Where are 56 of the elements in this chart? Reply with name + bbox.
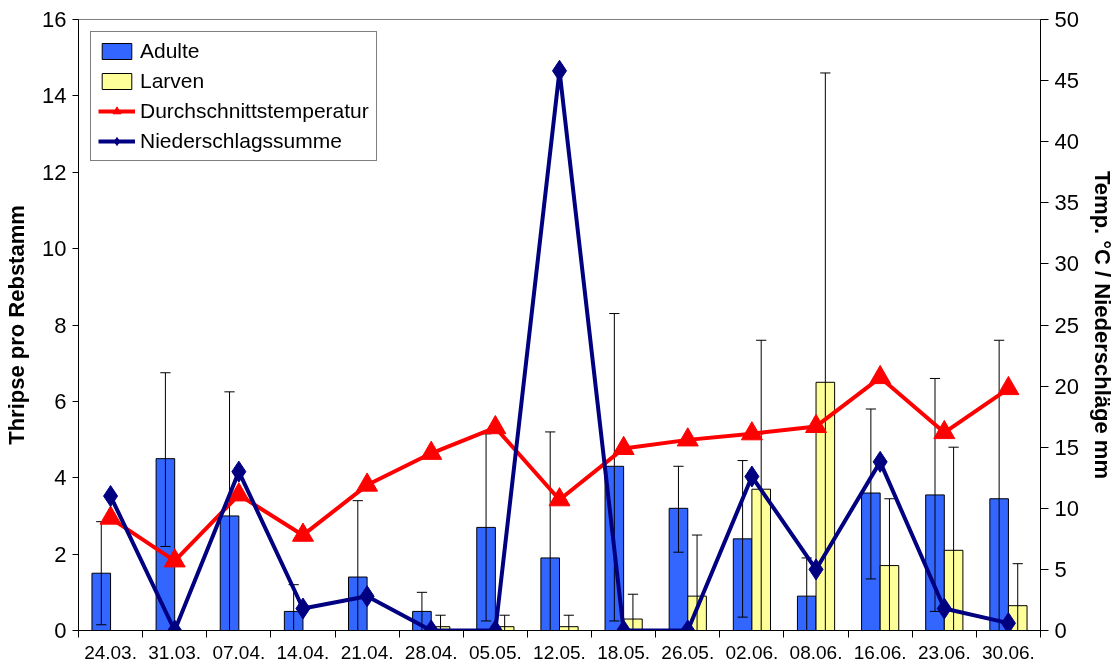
point — [933, 419, 956, 440]
y-tick-label: 14 — [42, 83, 67, 109]
y2-tick-label: 35 — [1054, 190, 1079, 216]
point — [869, 364, 892, 385]
y2-tick-label: 40 — [1054, 129, 1079, 155]
x-tick-label: 31.03. — [148, 641, 202, 663]
x-tick-label: 12.05. — [533, 641, 586, 663]
point — [676, 427, 699, 447]
point — [805, 413, 828, 433]
x-tick-label: 16.06. — [853, 641, 907, 663]
y-tick-label: 4 — [54, 465, 67, 491]
point — [291, 522, 314, 542]
x-tick-label: 30.06. — [982, 641, 1035, 663]
x-tick-label: 21.04. — [340, 641, 394, 663]
y2-tick-label: 45 — [1054, 68, 1079, 94]
y2-tick-label: 15 — [1054, 434, 1079, 460]
x-tick-label: 08.06. — [789, 641, 843, 663]
point — [548, 487, 571, 507]
y-tick-label: 0 — [54, 618, 67, 643]
x-tick-label: 23.06. — [917, 641, 971, 663]
y-tick-label: 10 — [42, 236, 67, 262]
y2-tick-label: 25 — [1054, 312, 1079, 338]
point — [356, 472, 379, 492]
point — [163, 548, 186, 568]
x-tick-label: 28.04. — [404, 641, 458, 663]
y2-tick-label: 0 — [1054, 618, 1067, 643]
y-tick-label: 2 — [54, 541, 67, 567]
y2-tick-label: 50 — [1054, 7, 1079, 32]
point — [997, 375, 1020, 396]
point — [484, 415, 507, 435]
point — [420, 440, 443, 460]
x-tick-label: 02.06. — [725, 641, 779, 663]
legend-label: Larven — [140, 69, 205, 93]
y-axis-title: Thripse pro Rebstamm — [4, 205, 30, 445]
y-tick-label: 16 — [42, 7, 67, 32]
point — [227, 482, 250, 502]
y-tick-label: 6 — [54, 388, 67, 414]
x-tick-label: 26.05. — [661, 641, 715, 663]
legend-label: Adulte — [140, 39, 200, 63]
point — [740, 421, 763, 441]
point — [612, 435, 635, 455]
x-tick-label: 05.05. — [468, 641, 522, 663]
y2-tick-label: 10 — [1054, 495, 1079, 521]
y2-tick-label: 30 — [1054, 251, 1079, 277]
point — [99, 505, 122, 525]
y2-tick-label: 20 — [1054, 373, 1079, 399]
x-tick-label: 18.05. — [597, 641, 651, 663]
x-tick-label: 07.04. — [212, 641, 266, 663]
legend-label: Niederschlagssumme — [140, 129, 342, 153]
y-tick-label: 12 — [42, 159, 67, 185]
y2-tick-label: 5 — [1054, 556, 1067, 582]
x-tick-label: 14.04. — [276, 641, 330, 663]
legend-label: Durchschnittstemperatur — [140, 99, 369, 123]
y2-axis-title: Temp. °C / Niederschläge mm — [1089, 171, 1115, 479]
y-tick-label: 8 — [54, 312, 67, 338]
x-tick-label: 24.03. — [84, 641, 137, 663]
